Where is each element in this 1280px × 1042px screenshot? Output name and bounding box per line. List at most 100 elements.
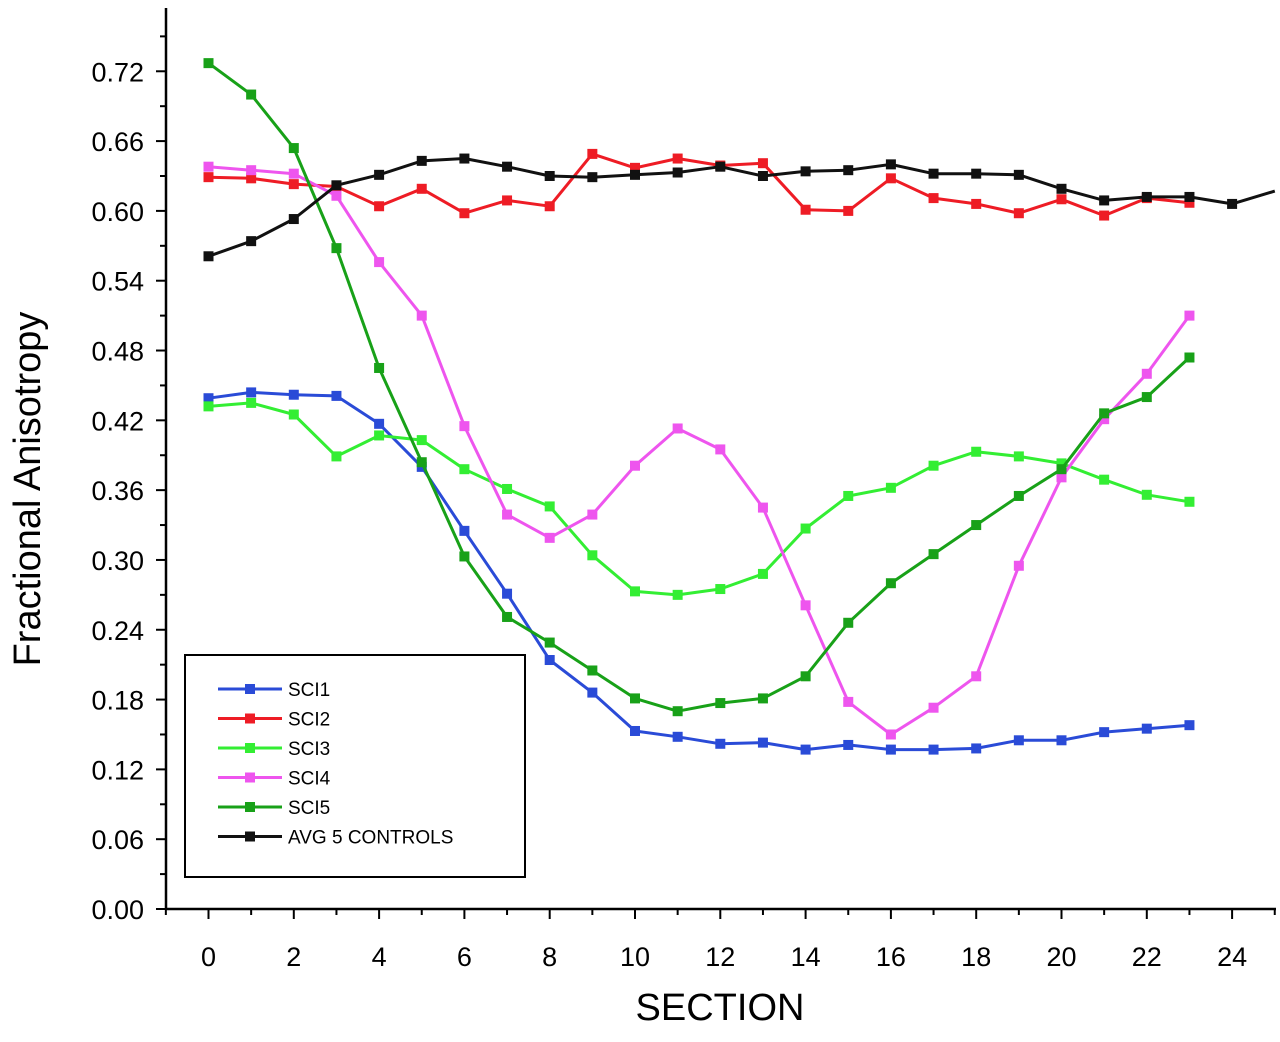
series-sci1-marker	[672, 731, 683, 742]
series-sci2-marker	[502, 195, 513, 206]
series-sci4	[203, 161, 1195, 740]
series-sci5-marker	[928, 549, 939, 560]
series-avg-5-controls-marker	[630, 169, 640, 180]
y-tick-label: 0.72	[91, 57, 144, 87]
series-sci5-marker	[971, 520, 982, 531]
series-avg-5-controls-marker	[1013, 169, 1024, 180]
series-sci1-marker	[1184, 720, 1195, 731]
series-avg-5-controls-marker	[885, 159, 896, 170]
series-sci2-marker	[246, 173, 257, 184]
y-tick-label: 0.30	[91, 546, 144, 576]
x-tick-label: 16	[876, 942, 906, 972]
series-sci4-marker	[502, 509, 513, 520]
series-sci4-marker	[1056, 472, 1067, 483]
series-sci3-marker	[715, 584, 726, 595]
y-tick-label: 0.66	[91, 127, 144, 157]
series-sci5-marker	[502, 611, 513, 622]
series-sci5-marker	[416, 457, 427, 468]
series-avg-5-controls-marker	[1056, 183, 1067, 194]
x-tick-label: 10	[620, 942, 650, 972]
series-sci1-marker	[1056, 735, 1067, 746]
series-sci5-marker	[544, 637, 555, 648]
series-sci2-marker	[459, 208, 470, 219]
legend-label: SCI4	[288, 769, 331, 790]
series-sci3-marker	[374, 430, 385, 441]
series-sci3-marker	[331, 451, 342, 462]
y-tick-label: 0.00	[91, 895, 144, 925]
series-sci5-marker	[672, 706, 683, 717]
series-sci1-marker	[928, 744, 939, 755]
series-sci4-line	[208, 165, 1191, 736]
series-avg-5-controls-marker	[715, 161, 726, 172]
series-sci3-marker	[1141, 489, 1152, 500]
series-sci4-marker	[203, 161, 214, 172]
legend-swatch-marker	[245, 743, 255, 753]
x-tick-label: 20	[1046, 942, 1076, 972]
series-sci1-marker	[203, 393, 214, 404]
series-sci5-marker	[715, 698, 726, 709]
legend-swatch-marker	[245, 802, 255, 812]
x-tick-label: 24	[1217, 942, 1247, 972]
series-sci4-marker	[800, 600, 811, 611]
series-sci2-marker	[928, 193, 939, 204]
series-sci4-marker	[288, 168, 299, 179]
x-tick-label: 6	[457, 942, 472, 972]
y-axis-title: Fractional Anisotropy	[7, 312, 49, 667]
series-avg-5-controls-marker	[416, 155, 427, 166]
x-tick-label: 18	[961, 942, 991, 972]
series-avg-5-controls-marker	[1184, 191, 1195, 202]
legend-swatch-marker	[245, 684, 255, 694]
series-sci3-marker	[1056, 458, 1067, 469]
series-sci3-marker	[971, 446, 982, 457]
series-sci1-marker	[843, 739, 854, 750]
series-sci3-marker	[288, 409, 299, 420]
series-avg-5-controls-marker	[374, 169, 385, 180]
series-sci1-marker	[885, 744, 896, 755]
x-tick-label: 4	[372, 942, 387, 972]
series-sci5-marker	[246, 89, 257, 100]
series-sci2-marker	[544, 201, 555, 212]
series-avg-5-controls-marker	[800, 166, 811, 177]
series-sci1-marker	[288, 389, 299, 400]
series-sci4-marker	[757, 502, 768, 513]
series-sci3-marker	[928, 460, 939, 471]
series-sci1-marker	[374, 418, 385, 429]
series-sci2-marker	[587, 148, 598, 159]
series-sci4-marker	[971, 671, 982, 682]
series-sci5-marker	[1013, 490, 1024, 501]
series-sci2-marker	[630, 162, 640, 173]
series-sci3-marker	[502, 483, 513, 494]
series-sci2-marker	[672, 153, 683, 164]
series-sci5-marker	[800, 671, 811, 682]
series-sci3-marker	[1099, 474, 1110, 485]
legend-label: AVG 5 CONTROLS	[288, 828, 453, 849]
series-sci2-marker	[1099, 210, 1110, 221]
series-layer	[203, 58, 1276, 755]
series-sci4-marker	[885, 729, 896, 740]
y-tick-label: 0.18	[91, 686, 144, 716]
series-sci2-line	[208, 152, 1190, 218]
series-sci2-marker	[288, 179, 299, 190]
series-avg-5-controls-marker	[331, 180, 342, 191]
series-sci1-marker	[1099, 727, 1110, 738]
series-sci1-marker	[502, 588, 513, 599]
series-sci5-marker	[459, 551, 470, 562]
series-avg-5-controls-marker	[971, 168, 982, 179]
series-sci1-marker	[757, 737, 768, 748]
series-sci3-marker	[246, 397, 257, 408]
legend-label: SCI3	[288, 739, 330, 760]
series-sci5-marker	[1141, 392, 1152, 403]
x-tick-label: 14	[791, 942, 821, 972]
y-tick-label: 0.60	[91, 197, 144, 227]
series-sci3-marker	[843, 490, 854, 501]
series-sci1-marker	[630, 725, 640, 736]
series-sci2-marker	[843, 205, 854, 216]
series-sci1-marker	[331, 390, 342, 401]
y-axis-ticks: 0.00 0.06 0.12 0.18 0.24 0.30 0.36 0.42 0.48 0.54…	[91, 35, 166, 925]
series-sci3-marker	[544, 501, 555, 512]
x-axis-title: SECTION	[636, 987, 805, 1029]
series-sci4-marker	[374, 257, 385, 268]
series-sci2-marker	[757, 158, 768, 169]
series-sci4-marker	[928, 702, 939, 713]
series-sci3-marker	[587, 550, 598, 561]
